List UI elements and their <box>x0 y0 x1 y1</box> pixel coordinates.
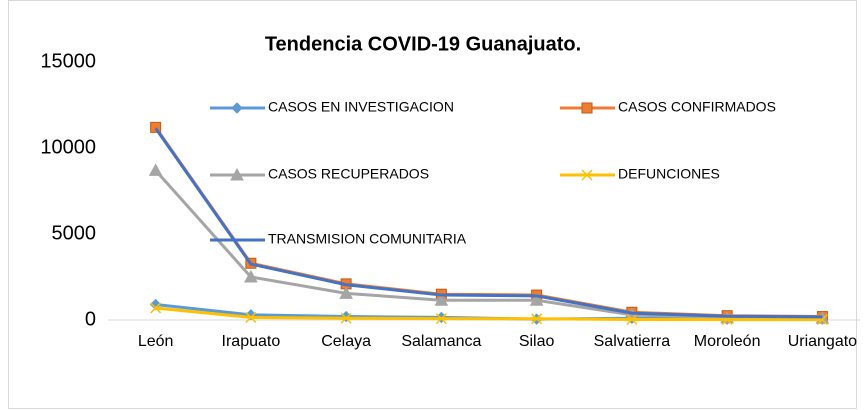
chart-frame <box>8 0 857 409</box>
marker <box>230 167 244 181</box>
x-tick-label: Moroleón <box>694 333 761 350</box>
marker <box>150 121 162 133</box>
x-tick-label: Celaya <box>321 333 371 350</box>
x-tick-label: Silao <box>519 333 555 350</box>
x-tick-label: Uriangato <box>788 333 857 350</box>
marker <box>245 311 257 323</box>
legend-label: DEFUNCIONES <box>618 166 720 182</box>
marker <box>626 313 638 326</box>
x-tick-label: Salvatierra <box>594 333 671 350</box>
legend-label: TRANSMISION COMUNITARIA <box>268 231 467 247</box>
series-line <box>154 169 823 320</box>
chart-title: Tendencia COVID-19 Guanajuato. <box>265 33 581 55</box>
marker <box>231 102 243 114</box>
marker <box>150 302 162 314</box>
legend-label: CASOS RECUPERADOS <box>268 166 429 182</box>
marker <box>581 169 593 181</box>
y-tick-label: 10000 <box>40 136 96 158</box>
marker <box>529 293 544 306</box>
marker <box>339 286 353 299</box>
x-tick-label: Irapuato <box>222 333 281 350</box>
y-tick-label: 0 <box>85 308 96 330</box>
legend-label: CASOS CONFIRMADOS <box>618 99 776 115</box>
series-line <box>155 306 823 322</box>
marker <box>340 312 352 324</box>
series-line <box>154 127 823 319</box>
marker <box>435 313 447 325</box>
y-tick-label: 15000 <box>40 50 96 72</box>
x-tick-label: Salamanca <box>401 333 481 350</box>
marker <box>434 293 449 306</box>
legend-label: CASOS EN INVESTIGACION <box>268 99 454 115</box>
marker <box>581 102 593 114</box>
y-tick-label: 5000 <box>52 222 97 244</box>
marker <box>244 269 258 283</box>
x-tick-label: León <box>138 333 174 350</box>
marker <box>531 313 543 325</box>
marker <box>148 163 163 176</box>
